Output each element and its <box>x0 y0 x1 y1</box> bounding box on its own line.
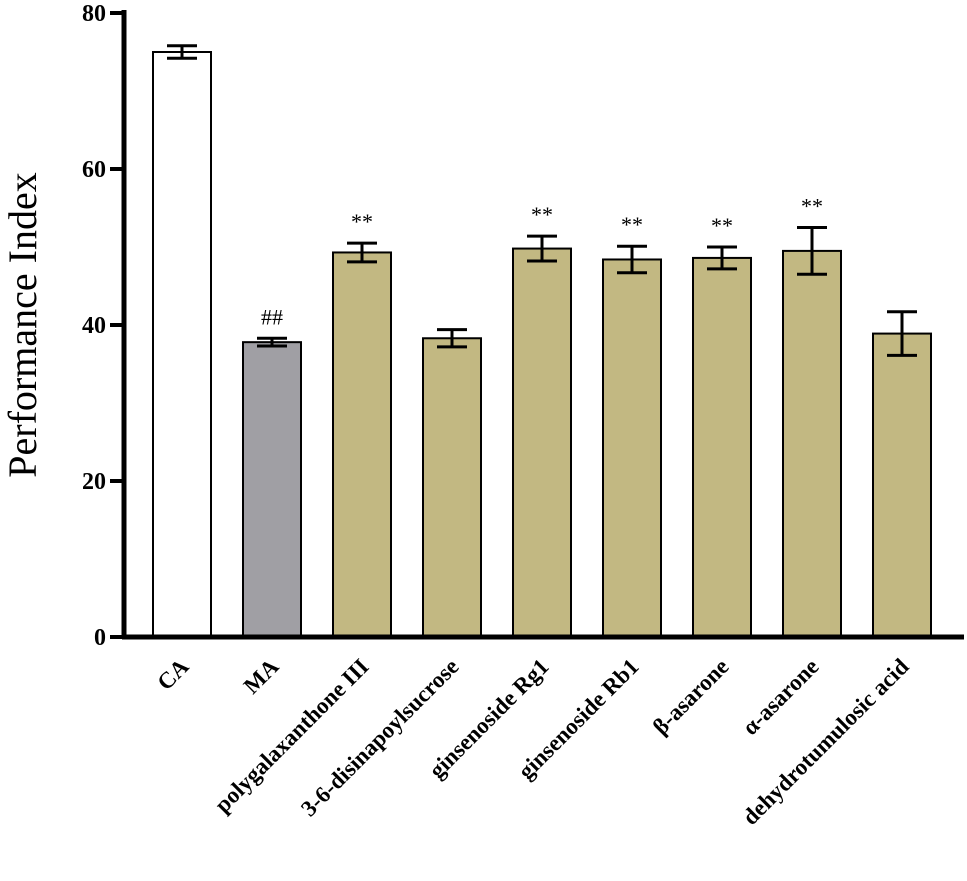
y-tick-label: 20 <box>82 469 106 495</box>
y-tick-label: 80 <box>82 1 106 27</box>
bar <box>782 249 842 638</box>
y-tick-label: 60 <box>82 157 106 183</box>
y-tick-label: 0 <box>94 625 106 651</box>
x-tick-label: α-asarone <box>737 654 823 740</box>
x-tick-label: 3-6-disinapoylsucrose <box>296 654 463 821</box>
bar <box>512 247 572 638</box>
x-tick-label: dehydrotumulosic acid <box>738 654 914 830</box>
significance-label: ## <box>261 304 283 329</box>
error-bar <box>617 244 647 275</box>
x-tick-label: MA <box>239 654 284 699</box>
error-bar <box>707 245 737 271</box>
bar <box>332 251 392 639</box>
y-tick-label: 40 <box>82 313 106 339</box>
error-bar <box>797 226 827 276</box>
error-bar <box>167 44 197 60</box>
error-bar <box>887 310 917 357</box>
significance-label: ** <box>351 209 373 234</box>
bars <box>152 51 932 639</box>
error-bar <box>257 336 287 348</box>
error-bar <box>527 234 557 263</box>
error-bar <box>437 328 467 349</box>
bar <box>602 258 662 638</box>
bar <box>242 341 302 638</box>
error-bars <box>167 44 917 357</box>
bar <box>422 337 482 638</box>
y-axis-label: Performance Index <box>0 172 45 477</box>
x-tick-label: β-asarone <box>648 654 734 740</box>
bar <box>692 256 752 638</box>
y-ticks: 0 20 40 60 80 <box>82 1 124 651</box>
significance-label: ** <box>531 202 553 227</box>
error-bar <box>347 241 377 264</box>
x-tick-label: CA <box>152 654 193 695</box>
bar <box>872 332 932 638</box>
significance-label: ** <box>621 212 643 237</box>
significance-label: ** <box>801 194 823 219</box>
bar <box>152 51 212 638</box>
x-tick-label: polygalaxanthone III <box>210 654 374 818</box>
significance-label: ** <box>711 213 733 238</box>
significance-annotations: ## ** ** ** ** ** <box>261 194 823 330</box>
